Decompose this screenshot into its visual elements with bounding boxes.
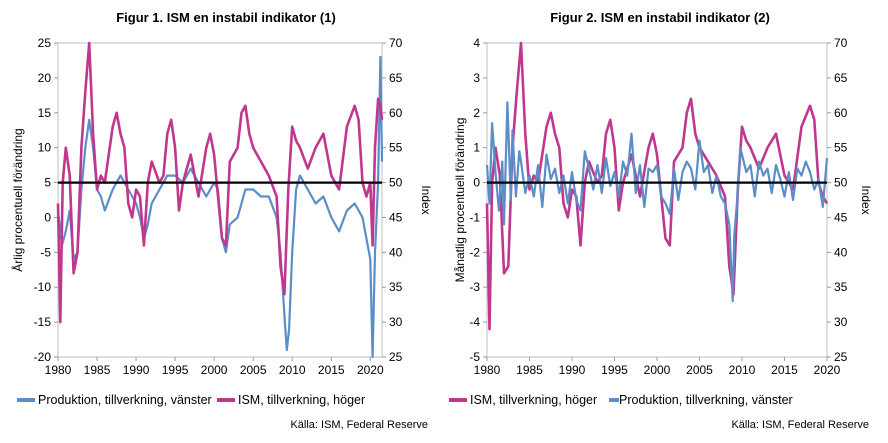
x-tick-label: 1985 [84, 363, 111, 377]
legend-label-ism: ISM, tillverkning, höger [470, 393, 597, 407]
x-tick-label: 2005 [686, 363, 713, 377]
y2-tick-label: 55 [389, 141, 403, 155]
y2-tick-label: 55 [834, 141, 848, 155]
y2-tick-label: 40 [389, 245, 403, 259]
x-tick-label: 2020 [357, 363, 384, 377]
chart-2-y-axis-label: Månatlig procentuell förändring [453, 118, 467, 283]
y-tick-label: -20 [34, 350, 52, 364]
chart-1-legend: Produktion, tillverkning, vänster ISM, t… [17, 393, 365, 407]
y2-tick-label: 70 [834, 36, 848, 50]
y-tick-label: -1 [469, 210, 480, 224]
legend-label-ism: ISM, tillverkning, höger [238, 393, 365, 407]
y2-tick-label: 25 [834, 350, 848, 364]
chart-2-y2-axis-label: Index [859, 185, 873, 214]
chart-2-source: Källa: ISM, Federal Reserve [731, 419, 869, 431]
chart-2-plot-area [485, 41, 829, 331]
plot-frame [57, 42, 383, 358]
legend-label-production: Produktion, tillverkning, vänster [619, 393, 793, 407]
x-tick-label: 1980 [474, 363, 501, 377]
y-tick-label: 0 [473, 176, 480, 190]
chart-2-title: Figur 2. ISM en instabil indikator (2) [550, 10, 770, 25]
chart-1: Figur 1. ISM en instabil indikator (1) 2… [10, 10, 433, 431]
y2-tick-label: 70 [389, 36, 403, 50]
y-tick-label: -10 [34, 280, 52, 294]
x-tick-label: 2010 [729, 363, 756, 377]
y2-tick-label: 40 [834, 245, 848, 259]
y-tick-label: 3 [473, 71, 480, 85]
x-tick-label: 2015 [771, 363, 798, 377]
chart-1-source: Källa: ISM, Federal Reserve [290, 419, 428, 431]
x-tick-label: 2000 [644, 363, 671, 377]
chart-1-axes: 2520151050-5-10-15-207065605550454035302… [34, 36, 403, 377]
y2-tick-label: 50 [834, 176, 848, 190]
series-line-production [485, 101, 829, 303]
series-line-ism [485, 41, 829, 331]
plot-frame [486, 42, 828, 358]
x-tick-label: 1990 [123, 363, 150, 377]
chart-1-title: Figur 1. ISM en instabil indikator (1) [116, 10, 336, 25]
y-tick-label: 2 [473, 106, 480, 120]
y2-tick-label: 60 [834, 106, 848, 120]
y2-tick-label: 50 [389, 176, 403, 190]
x-tick-label: 1990 [559, 363, 586, 377]
y-tick-label: -15 [34, 315, 52, 329]
y2-tick-label: 25 [389, 350, 403, 364]
y-tick-label: 4 [473, 36, 480, 50]
y2-tick-label: 65 [834, 71, 848, 85]
y-tick-label: -3 [469, 280, 480, 294]
series-line-ism [56, 41, 384, 324]
chart-1-y-axis-label: Årlig procentuell förändring [10, 128, 25, 271]
chart-2: Figur 2. ISM en instabil indikator (2) 4… [449, 10, 873, 431]
y2-tick-label: 35 [834, 280, 848, 294]
y2-tick-label: 30 [834, 315, 848, 329]
y-tick-label: -5 [40, 245, 51, 259]
y-tick-label: 0 [44, 210, 51, 224]
y-tick-label: 1 [473, 141, 480, 155]
x-tick-label: 2005 [240, 363, 267, 377]
x-tick-label: 2010 [279, 363, 306, 377]
x-tick-label: 1980 [45, 363, 72, 377]
y2-tick-label: 60 [389, 106, 403, 120]
y-tick-label: -2 [469, 245, 480, 259]
y2-tick-label: 35 [389, 280, 403, 294]
y-tick-label: 10 [38, 141, 52, 155]
chart-2-legend: ISM, tillverkning, höger Produktion, til… [449, 393, 793, 407]
y-tick-label: 5 [44, 176, 51, 190]
x-tick-label: 2000 [201, 363, 228, 377]
x-tick-label: 1985 [516, 363, 543, 377]
y2-tick-label: 45 [389, 210, 403, 224]
y2-tick-label: 65 [389, 71, 403, 85]
y-tick-label: 15 [38, 106, 52, 120]
x-tick-label: 1995 [601, 363, 628, 377]
y-tick-label: 25 [38, 36, 52, 50]
chart-2-axes: 4 3 2 1 0 -1 -2 -3 -4 -5 70 65 60 55 50 45 40 35 30 25 1980 1… [469, 36, 847, 377]
x-tick-label: 2015 [318, 363, 345, 377]
y-tick-label: 20 [38, 71, 52, 85]
x-tick-label: 1995 [162, 363, 189, 377]
x-tick-label: 2020 [814, 363, 841, 377]
y2-tick-label: 30 [389, 315, 403, 329]
y-tick-label: -5 [469, 350, 480, 364]
legend-label-production: Produktion, tillverkning, vänster [38, 393, 212, 407]
chart-1-y2-axis-label: Index [419, 185, 433, 214]
chart-1-plot-area [56, 41, 384, 359]
y2-tick-label: 45 [834, 210, 848, 224]
y-tick-label: -4 [469, 315, 480, 329]
